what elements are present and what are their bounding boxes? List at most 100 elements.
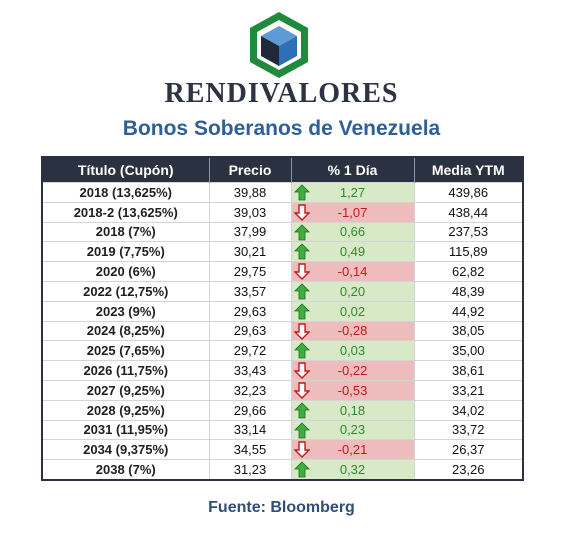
table-row: 2018 (7%) 37,99 0,66 237,53 (42, 221, 523, 242)
price-cell: 30,21 (208, 241, 291, 262)
column-header-title: Título (Cupón) (42, 157, 209, 183)
bond-title-cell: 2034 (9,375%) (42, 439, 209, 460)
table-row: 2026 (11,75%) 33,43 -0,22 38,61 (42, 360, 523, 381)
price-cell: 29,66 (208, 399, 291, 421)
green-up-arrow-icon (293, 224, 310, 241)
red-down-arrow-icon (292, 204, 311, 221)
bond-title-cell: 2018-2 (13,625%) (42, 201, 209, 223)
bond-title-cell: 2018 (13,625%) (42, 182, 209, 203)
change-cell: -1,07 (290, 201, 414, 223)
change-value: -0,53 (337, 382, 368, 398)
green-up-arrow-icon (293, 342, 310, 359)
ytm-cell: 33,72 (413, 419, 523, 440)
change-cell: 0,23 (290, 419, 414, 440)
ytm-cell: 23,26 (413, 459, 523, 480)
price-cell: 33,14 (208, 419, 291, 440)
column-header-price: Precio (208, 157, 291, 183)
change-cell: 0,02 (290, 300, 414, 322)
price-cell: 34,55 (208, 439, 291, 460)
change-value: -0,28 (337, 323, 368, 339)
bond-title-cell: 2024 (8,25%) (42, 320, 209, 341)
change-value: -0,22 (337, 363, 368, 379)
page-title: Bonos Soberanos de Venezuela (122, 117, 441, 140)
change-value: 1,27 (339, 184, 366, 200)
change-value: 0,18 (339, 402, 366, 418)
ytm-cell: 35,00 (413, 340, 523, 361)
green-up-arrow-icon (293, 303, 310, 320)
change-value: -0,21 (337, 442, 368, 458)
green-up-arrow-icon (293, 184, 310, 201)
price-cell: 33,57 (208, 280, 291, 302)
green-up-arrow-icon (293, 402, 310, 419)
ytm-cell: 38,05 (413, 320, 523, 341)
green-up-arrow-icon (293, 461, 310, 478)
change-cell: -0,21 (290, 439, 414, 460)
change-cell: -0,14 (290, 261, 414, 282)
price-cell: 31,23 (208, 459, 291, 480)
ytm-cell: 44,92 (413, 300, 523, 322)
ytm-cell: 34,02 (413, 399, 523, 421)
change-value: 0,66 (339, 224, 366, 240)
price-cell: 37,99 (208, 221, 291, 242)
green-up-arrow-icon (293, 283, 310, 300)
ytm-cell: 438,44 (413, 201, 523, 223)
green-up-arrow-icon (293, 243, 310, 260)
bond-title-cell: 2020 (6%) (42, 261, 209, 282)
table-row: 2018 (13,625%) 39,88 1,27 439,86 (42, 182, 523, 203)
red-down-arrow-icon (292, 263, 311, 281)
change-cell: 0,32 (290, 459, 414, 480)
table-row: 2027 (9,25%) 32,23 -0,53 33,21 (42, 379, 523, 401)
bond-title-cell: 2022 (12,75%) (42, 280, 209, 302)
red-down-arrow-icon (292, 322, 311, 340)
bond-title-cell: 2026 (11,75%) (42, 360, 209, 381)
change-cell: -0,28 (290, 320, 414, 341)
change-cell: 0,66 (290, 221, 414, 242)
change-value: 0,03 (339, 343, 366, 359)
ytm-cell: 38,61 (413, 360, 523, 381)
table-row: 2018-2 (13,625%) 39,03 -1,07 438,44 (42, 201, 523, 223)
change-cell: 0,20 (290, 280, 414, 302)
table-row: 2031 (11,95%) 33,14 0,23 33,72 (42, 419, 523, 440)
price-cell: 29,75 (208, 261, 291, 282)
table-row: 2020 (6%) 29,75 -0,14 62,82 (42, 261, 523, 282)
brand-name: RENDIVALORES (164, 78, 399, 109)
ytm-cell: 62,82 (413, 261, 523, 282)
bond-title-cell: 2031 (11,95%) (42, 419, 209, 440)
column-header-change: % 1 Día (290, 157, 414, 183)
ytm-cell: 26,37 (413, 439, 523, 460)
change-cell: 0,49 (290, 241, 414, 262)
bond-title-cell: 2023 (9%) (42, 300, 209, 322)
table-row: 2038 (7%) 31,23 0,32 23,26 (42, 459, 523, 480)
table-body: 2018 (13,625%) 39,88 1,27 439,86 2018-2 (13,… (42, 182, 523, 480)
change-value: 0,32 (339, 462, 366, 478)
table-row: 2024 (8,25%) 29,63 -0,28 38,05 (42, 320, 523, 341)
change-cell: -0,53 (290, 379, 414, 401)
change-cell: 0,03 (290, 340, 414, 361)
price-cell: 33,43 (208, 360, 291, 381)
ytm-cell: 439,86 (413, 182, 523, 203)
table-row: 2025 (7,65%) 29,72 0,03 35,00 (42, 340, 523, 361)
red-down-arrow-icon (292, 441, 311, 459)
table-row: 2022 (12,75%) 33,57 0,20 48,39 (42, 280, 523, 302)
bond-title-cell: 2027 (9,25%) (42, 379, 209, 401)
table-row: 2019 (7,75%) 30,21 0,49 115,89 (42, 241, 523, 262)
table-row: 2034 (9,375%) 34,55 -0,21 26,37 (42, 439, 523, 460)
change-value: -1,07 (337, 204, 368, 220)
bond-title-cell: 2025 (7,65%) (42, 340, 209, 361)
change-value: 0,20 (339, 283, 366, 299)
source-note: Fuente: Bloomberg (208, 499, 355, 516)
change-value: -0,14 (337, 264, 368, 280)
column-header-ytm: Media YTM (413, 157, 523, 183)
change-cell: 0,18 (290, 399, 414, 421)
bonds-table: Título (Cupón) Precio % 1 Día Media YTM … (41, 156, 524, 481)
price-cell: 29,63 (208, 320, 291, 341)
ytm-cell: 115,89 (413, 241, 523, 262)
table-header-row: Título (Cupón) Precio % 1 Día Media YTM (42, 157, 523, 183)
red-down-arrow-icon (292, 382, 311, 399)
ytm-cell: 48,39 (413, 280, 523, 302)
rendivalores-logo (250, 12, 308, 78)
table-row: 2023 (9%) 29,63 0,02 44,92 (42, 300, 523, 322)
price-cell: 29,63 (208, 300, 291, 322)
change-value: 0,02 (339, 303, 366, 319)
price-cell: 39,03 (208, 201, 291, 223)
